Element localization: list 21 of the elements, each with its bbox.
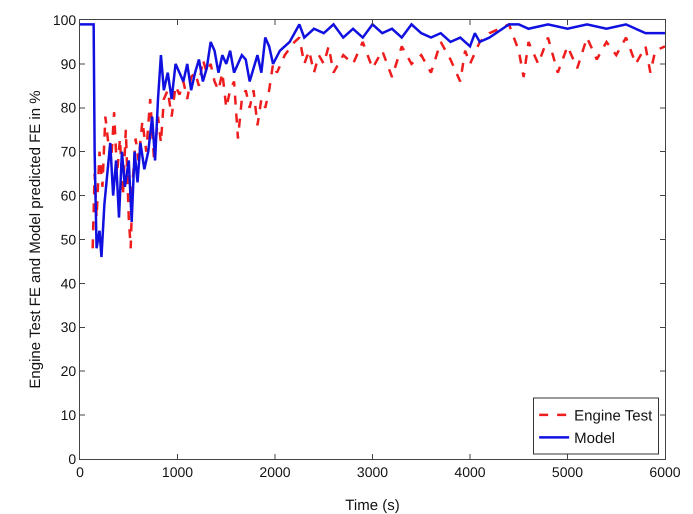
x-tick-label: 3000 bbox=[356, 464, 388, 480]
x-tick-label: 6000 bbox=[649, 464, 681, 480]
legend-label: Model bbox=[574, 430, 616, 448]
legend-label: Engine Test bbox=[574, 408, 654, 425]
x-axis-title: Time (s) bbox=[345, 497, 400, 514]
y-tick-label: 100 bbox=[52, 12, 76, 28]
x-tick-label: 1000 bbox=[162, 464, 194, 480]
y-tick-label: 10 bbox=[60, 407, 76, 423]
y-tick-label: 40 bbox=[60, 275, 76, 292]
y-tick-label: 50 bbox=[60, 231, 76, 248]
y-axis-title: Engine Test FE and Model predicted FE in % bbox=[27, 90, 44, 389]
y-tick-label: 60 bbox=[60, 188, 76, 204]
x-tick-label: 4000 bbox=[454, 464, 486, 480]
x-tick-label: 2000 bbox=[259, 464, 291, 480]
y-tick-label: 30 bbox=[60, 319, 76, 336]
y-tick-label: 80 bbox=[60, 100, 76, 116]
y-tick-label: 90 bbox=[60, 56, 76, 72]
y-tick-label: 0 bbox=[68, 450, 76, 467]
y-tick-label: 70 bbox=[60, 144, 76, 160]
x-tick-label: 5000 bbox=[552, 464, 584, 480]
y-tick-label: 20 bbox=[60, 363, 76, 380]
